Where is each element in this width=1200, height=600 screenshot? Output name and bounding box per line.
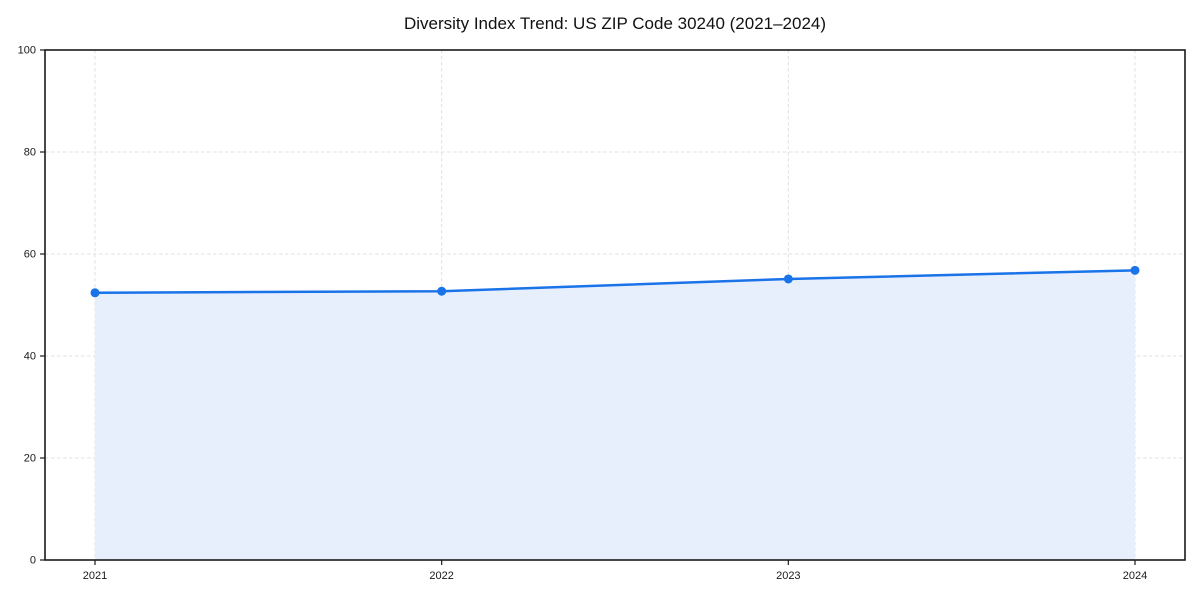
chart-title: Diversity Index Trend: US ZIP Code 30240… bbox=[404, 14, 826, 33]
y-axis-tick-label: 60 bbox=[24, 249, 36, 261]
x-axis-tick-label: 2021 bbox=[83, 570, 107, 582]
x-axis-tick-label: 2022 bbox=[429, 570, 453, 582]
data-point-2021 bbox=[90, 288, 100, 298]
y-axis-tick-label: 0 bbox=[30, 555, 36, 567]
y-axis-tick-label: 20 bbox=[24, 453, 36, 465]
y-axis-tick-label: 100 bbox=[18, 45, 36, 57]
y-axis-tick-label: 80 bbox=[24, 147, 36, 159]
x-axis-tick-label: 2023 bbox=[776, 570, 800, 582]
area-fill bbox=[95, 270, 1135, 560]
plot-border bbox=[44, 49, 1186, 561]
y-axis-tick-label: 40 bbox=[24, 351, 36, 363]
trend-line bbox=[93, 269, 1137, 295]
data-point-2024 bbox=[1130, 265, 1140, 275]
data-point-2022 bbox=[437, 286, 447, 296]
data-point-2023 bbox=[783, 274, 793, 284]
x-axis-tick-label: 2024 bbox=[1123, 570, 1147, 582]
